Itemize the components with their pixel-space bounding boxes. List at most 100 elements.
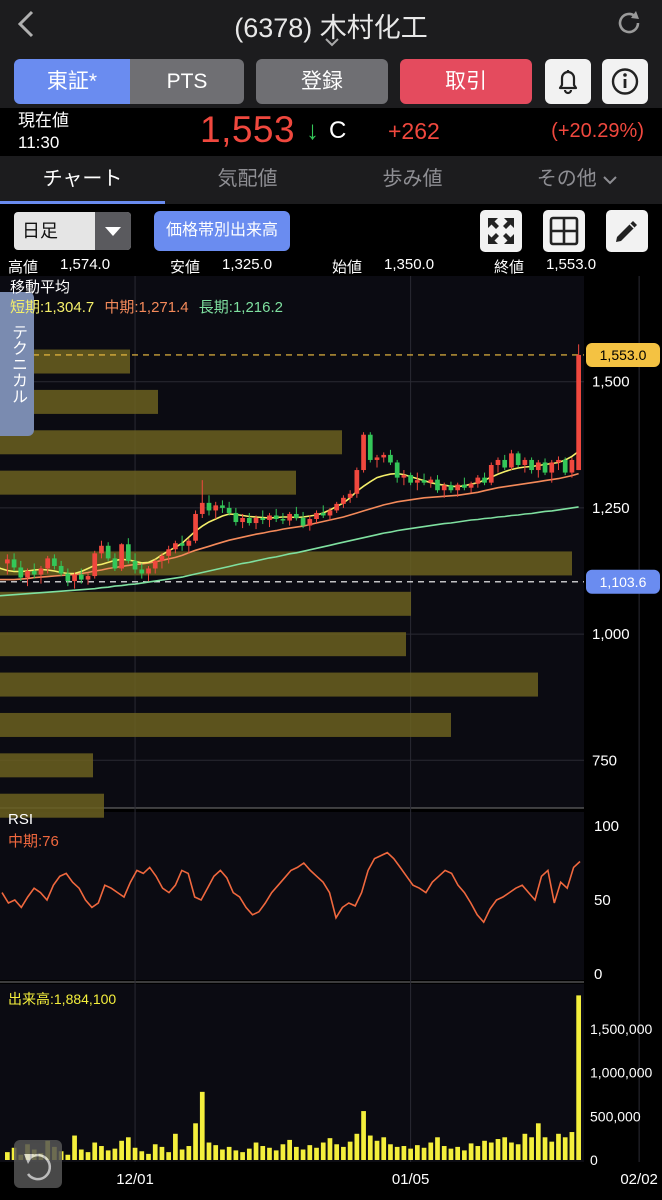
- volume-bar: [414, 1145, 420, 1160]
- candle-body: [509, 453, 514, 468]
- volume-bar: [125, 1137, 131, 1160]
- volume-bar: [65, 1154, 71, 1160]
- candle-body: [253, 518, 259, 524]
- rsi-tick-label: 100: [594, 818, 619, 835]
- x-tick-label: 01/05: [392, 1171, 430, 1188]
- x-tick-label: 02/02: [620, 1171, 658, 1188]
- volume-by-price-button[interactable]: 価格帯別出来高: [154, 211, 290, 251]
- volume-by-price-bar: [0, 430, 342, 455]
- volume-bar: [394, 1146, 400, 1160]
- info-icon[interactable]: [602, 59, 648, 104]
- volume-tick-label: 0: [590, 1152, 598, 1168]
- candle-body: [394, 462, 400, 478]
- price-flag: C: [329, 117, 347, 144]
- volume-bar: [240, 1152, 245, 1160]
- current-price: 1,553: [200, 109, 296, 150]
- volume-bar: [5, 1152, 10, 1160]
- volume-by-price-bar: [0, 470, 296, 495]
- volume-bar: [347, 1141, 353, 1160]
- candle-body: [226, 507, 232, 513]
- volume-bar: [287, 1139, 292, 1160]
- candle-body: [388, 454, 393, 463]
- volume-bar: [314, 1147, 319, 1160]
- volume-bar: [482, 1140, 487, 1160]
- volume-bar: [206, 1142, 212, 1160]
- grid-layout-icon[interactable]: [543, 210, 585, 252]
- technical-tab[interactable]: テクニカル: [0, 292, 34, 436]
- tse-market-button[interactable]: 東証*: [14, 59, 130, 104]
- candle-body: [45, 558, 51, 569]
- pencil-icon[interactable]: [606, 210, 648, 252]
- trade-button[interactable]: 取引: [400, 59, 532, 104]
- register-button[interactable]: 登録: [256, 59, 388, 104]
- volume-bar: [112, 1148, 118, 1160]
- close-value: 1,553.0: [546, 256, 597, 273]
- candle-body: [327, 510, 333, 516]
- candle-body: [213, 505, 219, 511]
- volume-bar: [361, 1111, 366, 1160]
- current-price-label: 現在値 11:30: [18, 110, 69, 154]
- volume-bar: [421, 1147, 427, 1160]
- volume-bar: [146, 1153, 151, 1160]
- quote-time: 11:30: [18, 133, 60, 152]
- candle-body: [495, 459, 501, 465]
- candle-body: [341, 497, 346, 504]
- candle-body: [85, 576, 91, 580]
- volume-bar: [320, 1142, 326, 1160]
- volume-bar: [562, 1137, 568, 1160]
- volume-by-price-bar: [0, 712, 451, 737]
- candle-body: [414, 480, 420, 483]
- candle-body: [441, 485, 447, 491]
- pts-market-button[interactable]: PTS: [130, 59, 244, 104]
- volume-by-price-bar: [0, 591, 411, 616]
- volume-by-price-bar: [0, 753, 93, 778]
- tab-other[interactable]: その他: [495, 156, 660, 204]
- volume-bar: [78, 1149, 84, 1160]
- tab-quotes[interactable]: 気配値: [217, 168, 278, 190]
- tab-chart[interactable]: チャート: [0, 156, 165, 204]
- ma-title: 移動平均: [10, 279, 71, 296]
- volume-bar: [307, 1145, 313, 1160]
- period-value: 日足: [22, 221, 58, 241]
- candle-body: [166, 549, 172, 556]
- candle-body: [179, 543, 185, 546]
- price-tick-label: 1,000: [592, 626, 630, 643]
- volume-bar: [401, 1146, 407, 1160]
- volume-bar: [173, 1133, 178, 1160]
- period-select[interactable]: 日足: [14, 212, 131, 250]
- candle-body: [193, 513, 198, 541]
- last-price-marker: 1,553.0: [600, 347, 647, 363]
- candle-body: [159, 555, 165, 561]
- chart-controls: 日足 価格帯別出来高: [0, 204, 662, 258]
- volume-bar: [253, 1142, 259, 1160]
- candle-body: [462, 484, 467, 488]
- tab-bar: チャート 気配値 歩み値 その他: [0, 156, 662, 204]
- candle-body: [260, 518, 266, 521]
- ma-short-line: [0, 450, 580, 575]
- bell-icon[interactable]: [545, 59, 591, 104]
- volume-bar: [428, 1142, 434, 1160]
- volume-tick-label: 1,500,000: [590, 1021, 652, 1037]
- expand-icon[interactable]: [480, 210, 522, 252]
- stock-chart[interactable]: 12/01 01/05 02/02 1,500 1,250 1,000 750 1,553.0…: [0, 276, 662, 1200]
- volume-by-price-bar: [0, 632, 406, 657]
- candle-body: [374, 457, 380, 460]
- chevron-left-icon[interactable]: [12, 4, 46, 44]
- rsi-tick-label: 0: [594, 966, 602, 983]
- candle-body: [381, 454, 387, 458]
- page-title[interactable]: (6378) 木村化工: [234, 13, 428, 43]
- chevron-down-icon[interactable]: [322, 34, 342, 50]
- volume-bar: [576, 995, 581, 1160]
- volume-bar: [408, 1148, 413, 1160]
- undo-icon[interactable]: [14, 1140, 62, 1188]
- refresh-icon[interactable]: [614, 8, 644, 38]
- volume-bar: [556, 1133, 561, 1160]
- volume-bar: [502, 1137, 508, 1160]
- candle-body: [199, 502, 205, 514]
- tab-trades[interactable]: 歩み値: [382, 168, 443, 190]
- candle-body: [78, 574, 84, 580]
- candle-body: [502, 459, 508, 468]
- candle-body: [549, 462, 555, 473]
- candle-body: [300, 518, 306, 526]
- volume-bar: [448, 1148, 454, 1160]
